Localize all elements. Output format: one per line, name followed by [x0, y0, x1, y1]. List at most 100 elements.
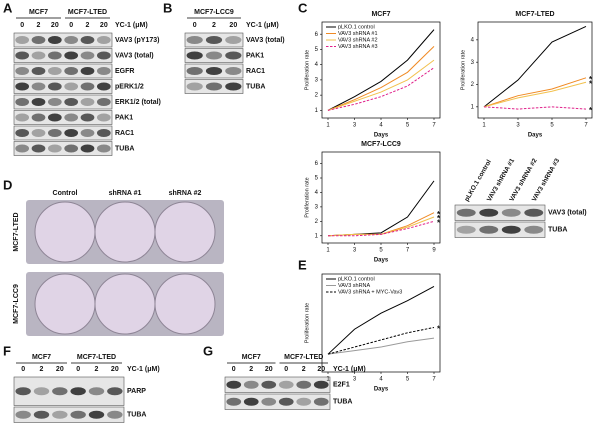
- y-tick-label: 5: [315, 47, 319, 53]
- row-label: RAC1: [115, 130, 134, 137]
- band: [96, 51, 111, 60]
- band: [15, 98, 30, 106]
- band: [96, 67, 111, 75]
- band: [64, 51, 79, 60]
- band: [47, 98, 62, 106]
- band: [64, 82, 79, 91]
- band: [70, 387, 86, 396]
- y-axis-label: Proliferation rate: [304, 50, 310, 90]
- band: [205, 36, 223, 44]
- band: [80, 113, 95, 122]
- x-tick-label: 5: [379, 248, 383, 254]
- panel-label: A: [3, 0, 13, 15]
- legend-label: VAV3 shRNA + MYC-Vav3: [338, 289, 402, 295]
- band: [524, 208, 544, 217]
- y-tick-label: 4: [315, 190, 319, 196]
- band: [15, 51, 30, 60]
- band: [52, 387, 68, 396]
- row-label: PAK1: [115, 114, 133, 121]
- group-label: MCF7-LTED: [68, 9, 107, 16]
- band: [225, 82, 242, 91]
- band: [47, 82, 62, 91]
- column-label: Control: [53, 190, 78, 197]
- lane-label: 20: [229, 22, 237, 29]
- well: [154, 201, 216, 263]
- y-axis-label: Proliferation rate: [460, 50, 466, 90]
- band: [278, 397, 294, 406]
- lane-label: 0: [232, 366, 236, 373]
- band: [31, 129, 46, 137]
- y-tick-label: 3: [315, 204, 319, 210]
- band: [278, 380, 294, 389]
- band: [501, 225, 521, 234]
- y-tick-label: 2: [315, 93, 319, 99]
- x-tick-label: 5: [406, 377, 410, 383]
- blot-strip: [184, 48, 244, 63]
- x-axis-label: Days: [374, 258, 389, 264]
- panel-label: E: [298, 257, 307, 272]
- x-tick-label: 1: [326, 123, 330, 129]
- band: [80, 36, 95, 44]
- band: [479, 208, 499, 217]
- lane-label: 0: [193, 22, 197, 29]
- y-tick-label: 2: [471, 82, 475, 88]
- band: [15, 36, 30, 44]
- band: [80, 98, 95, 106]
- data-line: [327, 326, 435, 355]
- band: [186, 36, 203, 44]
- blot-strip: [454, 221, 546, 238]
- band: [31, 36, 46, 44]
- band: [186, 51, 203, 60]
- band: [47, 113, 62, 122]
- band: [205, 67, 223, 75]
- y-tick-label: 4: [471, 37, 475, 43]
- data-line: [483, 81, 587, 108]
- legend-label: pLKO.1 control: [338, 276, 375, 282]
- x-tick-label: 1: [482, 123, 486, 129]
- x-tick-label: 5: [406, 123, 410, 129]
- band: [64, 98, 79, 106]
- band: [313, 380, 329, 389]
- lane-label: 20: [111, 366, 119, 373]
- well: [34, 201, 96, 263]
- x-tick-label: 1: [326, 248, 330, 254]
- group-label: MCF7: [32, 354, 51, 361]
- band: [261, 397, 277, 406]
- band: [107, 410, 123, 419]
- band: [15, 113, 30, 122]
- x-axis-label: Days: [374, 387, 389, 393]
- band: [33, 387, 50, 396]
- band: [80, 129, 95, 137]
- row-label: TUBA: [333, 399, 352, 406]
- band: [31, 144, 46, 153]
- legend-label: pLKO.1 control: [338, 24, 375, 30]
- lane-label: 2: [37, 22, 41, 29]
- blot-strip: [13, 376, 125, 406]
- band: [186, 82, 203, 91]
- x-tick-label: 7: [406, 248, 410, 254]
- treatment-label: YC-1 (μM): [333, 366, 366, 373]
- data-line: [327, 46, 435, 111]
- blot-strip: [13, 48, 113, 63]
- well: [154, 273, 216, 335]
- row-label: EGFR: [115, 68, 134, 75]
- x-tick-label: 3: [353, 377, 357, 383]
- band: [186, 67, 203, 75]
- panel-label: B: [163, 0, 172, 15]
- panel-label: D: [3, 177, 12, 192]
- band: [501, 208, 521, 217]
- band: [47, 129, 62, 137]
- lane-label: 0: [20, 22, 24, 29]
- band: [80, 82, 95, 91]
- band: [243, 397, 259, 406]
- legend-label: VAV3 shRNA #2: [338, 37, 378, 43]
- row-label: ERK1/2 (total): [115, 99, 161, 106]
- row-label: PARP: [127, 388, 146, 395]
- legend-label: VAV3 shRNA: [338, 283, 371, 289]
- plot-frame: [477, 21, 593, 119]
- band: [96, 129, 111, 137]
- band: [226, 380, 242, 389]
- chart-title: MCF7-LTED: [515, 11, 554, 18]
- x-tick-label: 7: [432, 377, 436, 383]
